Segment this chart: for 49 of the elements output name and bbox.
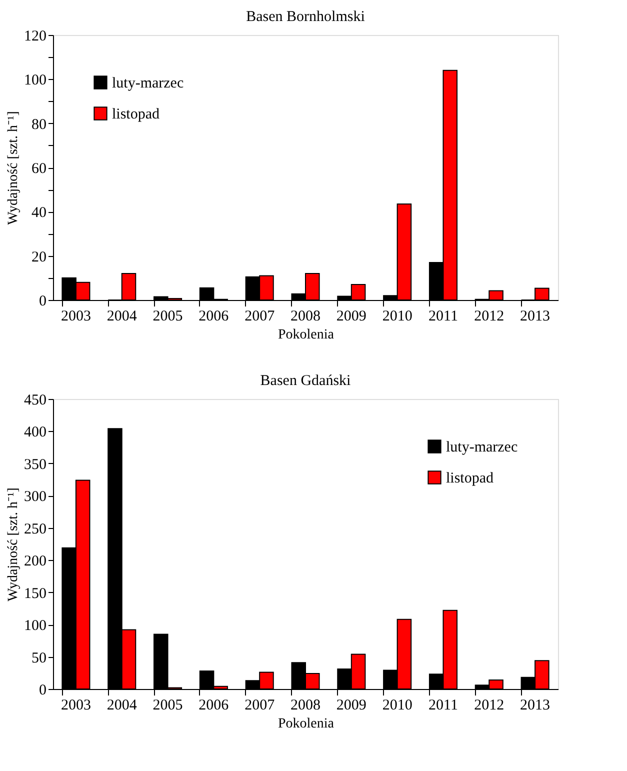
y-tick-label: 0 <box>39 294 46 310</box>
y-tick-label: 50 <box>32 650 46 666</box>
y-tick-label: 250 <box>24 521 46 538</box>
x-tick-label: 2010 <box>382 308 412 324</box>
x-axis-title: Pokolenia <box>278 328 335 342</box>
legend-label: listopad <box>112 106 160 122</box>
x-tick-label: 2011 <box>428 308 458 324</box>
y-tick-label: 80 <box>32 116 46 133</box>
x-tick-label: 2005 <box>152 308 183 324</box>
x-tick-label: 2009 <box>336 308 366 324</box>
legend-label: luty-marzec <box>446 440 518 456</box>
y-tick-label: 40 <box>32 205 46 222</box>
legend-label: luty-marzec <box>112 76 184 92</box>
y-tick-label: 60 <box>32 161 46 177</box>
x-tick-label: 2006 <box>198 308 230 324</box>
x-tick-label: 2007 <box>244 308 276 324</box>
y-axis-title: Wydajność [szt. h⁻¹] <box>6 488 21 602</box>
x-tick-label: 2013 <box>520 308 550 324</box>
x-tick-label: 2007 <box>244 698 276 714</box>
y-tick-label: 100 <box>24 618 46 634</box>
x-tick-label: 2004 <box>106 308 138 324</box>
y-tick-label: 300 <box>24 489 46 506</box>
x-tick-label: 2003 <box>60 308 91 324</box>
x-tick-label: 2005 <box>152 698 183 714</box>
y-tick-label: 20 <box>32 249 46 266</box>
y-tick-label: 200 <box>24 554 46 570</box>
x-axis-title: Pokolenia <box>278 716 335 732</box>
x-tick-label: 2008 <box>290 698 320 714</box>
x-tick-label: 2004 <box>106 698 138 714</box>
y-tick-label: 120 <box>24 28 46 44</box>
x-tick-label: 2010 <box>382 698 412 714</box>
x-tick-label: 2003 <box>60 698 91 714</box>
x-tick-label: 2006 <box>198 698 230 714</box>
chart-title: Basen Gdański <box>260 373 351 389</box>
x-tick-label: 2011 <box>428 698 458 714</box>
y-tick-label: 450 <box>24 392 46 408</box>
x-tick-label: 2012 <box>474 698 504 714</box>
y-tick-label: 400 <box>24 424 46 441</box>
legend-label: listopad <box>446 470 494 486</box>
y-tick-label: 350 <box>24 456 46 473</box>
x-tick-label: 2009 <box>336 698 366 714</box>
chart-title: Basen Bornholmski <box>246 9 365 25</box>
x-tick-label: 2013 <box>520 698 550 714</box>
y-tick-label: 0 <box>39 682 46 698</box>
x-tick-label: 2008 <box>290 308 320 324</box>
y-axis-title: Wydajność [szt. h⁻¹] <box>6 111 21 225</box>
y-tick-label: 150 <box>24 586 46 602</box>
x-tick-label: 2012 <box>474 308 504 324</box>
y-tick-label: 100 <box>24 72 46 89</box>
